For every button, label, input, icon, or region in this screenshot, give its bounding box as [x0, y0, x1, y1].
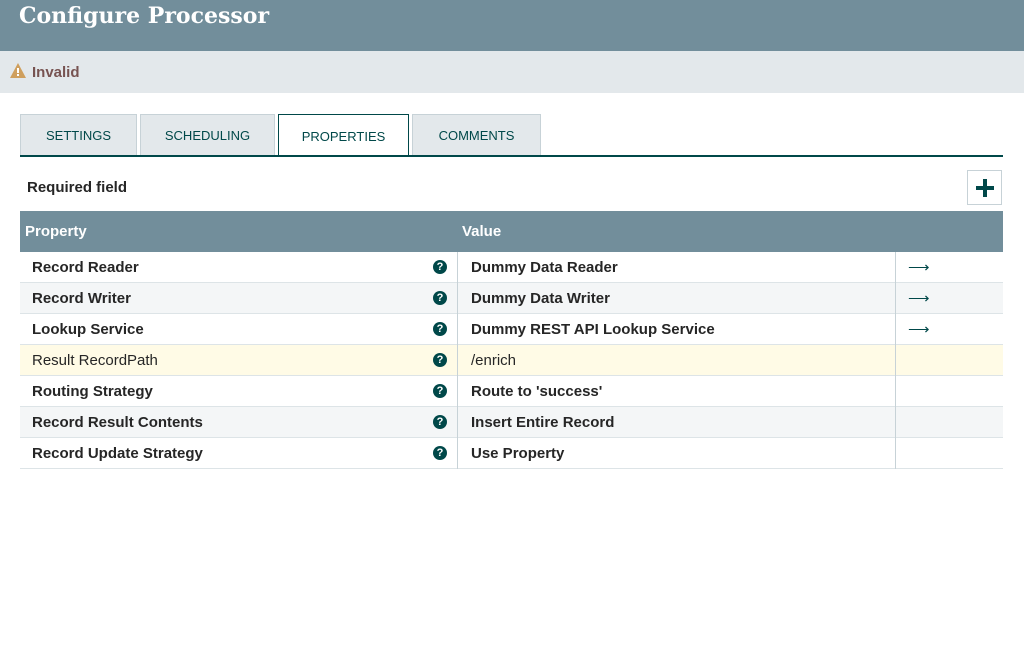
help-icon: ? — [433, 415, 447, 429]
goto-service-arrow[interactable]: ⟶ — [908, 259, 930, 276]
property-row[interactable]: Routing Strategy Route to 'success'? — [20, 376, 1003, 407]
column-divider — [457, 314, 458, 345]
property-name: Record Result Contents — [32, 414, 203, 431]
property-value: Insert Entire Record — [471, 414, 615, 431]
help-icon: ? — [433, 384, 447, 398]
column-divider — [457, 283, 458, 314]
add-property-button[interactable] — [967, 170, 1002, 205]
column-divider — [895, 314, 896, 345]
property-name: Result RecordPath — [32, 352, 158, 369]
help-icon: ? — [433, 260, 447, 274]
column-header: Value — [462, 223, 502, 240]
property-value: /enrich — [471, 352, 517, 369]
property-row[interactable]: Record Update Strategy Use Property? — [20, 438, 1003, 469]
property-name: Record Writer — [32, 290, 131, 307]
property-name: Routing Strategy — [32, 383, 153, 400]
tab[interactable]: SCHEDULING — [140, 114, 275, 155]
property-row[interactable]: Record Reader Dummy Data Reader? ⟶ — [20, 252, 1003, 283]
tab[interactable]: SETTINGS — [20, 114, 137, 155]
header — [0, 0, 1024, 51]
help-icon: ? — [433, 322, 447, 336]
property-row[interactable]: Record Writer Dummy Data Writer? ⟶ — [20, 283, 1003, 314]
goto-service-arrow[interactable]: ⟶ — [908, 321, 930, 338]
column-divider — [457, 376, 458, 407]
status-bar: Invalid — [0, 51, 1024, 93]
property-name: Record Update Strategy — [32, 445, 203, 462]
column-divider — [457, 407, 458, 438]
warning-icon — [10, 63, 26, 78]
column-divider — [895, 438, 896, 469]
property-name: Lookup Service — [32, 321, 144, 338]
column-divider — [457, 252, 458, 283]
column-divider — [895, 283, 896, 314]
property-value: Dummy Data Reader — [471, 259, 618, 276]
goto-service-arrow[interactable]: ⟶ — [908, 290, 930, 307]
dialog-title: Configure Processor — [19, 3, 270, 29]
column-divider — [895, 376, 896, 407]
property-value: Route to 'success' — [471, 383, 603, 400]
tab-underline — [20, 155, 1003, 157]
property-value: Use Property — [471, 445, 565, 462]
tab[interactable]: PROPERTIES — [278, 114, 409, 157]
column-divider — [895, 407, 896, 438]
column-divider — [457, 345, 458, 376]
status-label: Invalid — [32, 64, 80, 81]
help-icon: ? — [433, 291, 447, 305]
help-icon: ? — [433, 446, 447, 460]
help-icon: ? — [433, 353, 447, 367]
tab[interactable]: COMMENTS — [412, 114, 541, 155]
property-value: Dummy Data Writer — [471, 290, 610, 307]
column-divider — [457, 438, 458, 469]
property-name: Record Reader — [32, 259, 139, 276]
property-row[interactable]: Record Result Contents Insert Entire Reco… — [20, 407, 1003, 438]
property-row[interactable]: Result RecordPath/enrich? — [20, 345, 1003, 376]
required-label: Required field — [27, 179, 128, 196]
property-value: Dummy REST API Lookup Service — [471, 321, 715, 338]
column-divider — [895, 345, 896, 376]
plus-icon — [976, 179, 994, 197]
column-header: Property — [25, 223, 87, 240]
table-header: Property Value — [20, 211, 1003, 252]
column-divider — [895, 252, 896, 283]
property-row[interactable]: Lookup Service Dummy REST API Lookup Serv… — [20, 314, 1003, 345]
